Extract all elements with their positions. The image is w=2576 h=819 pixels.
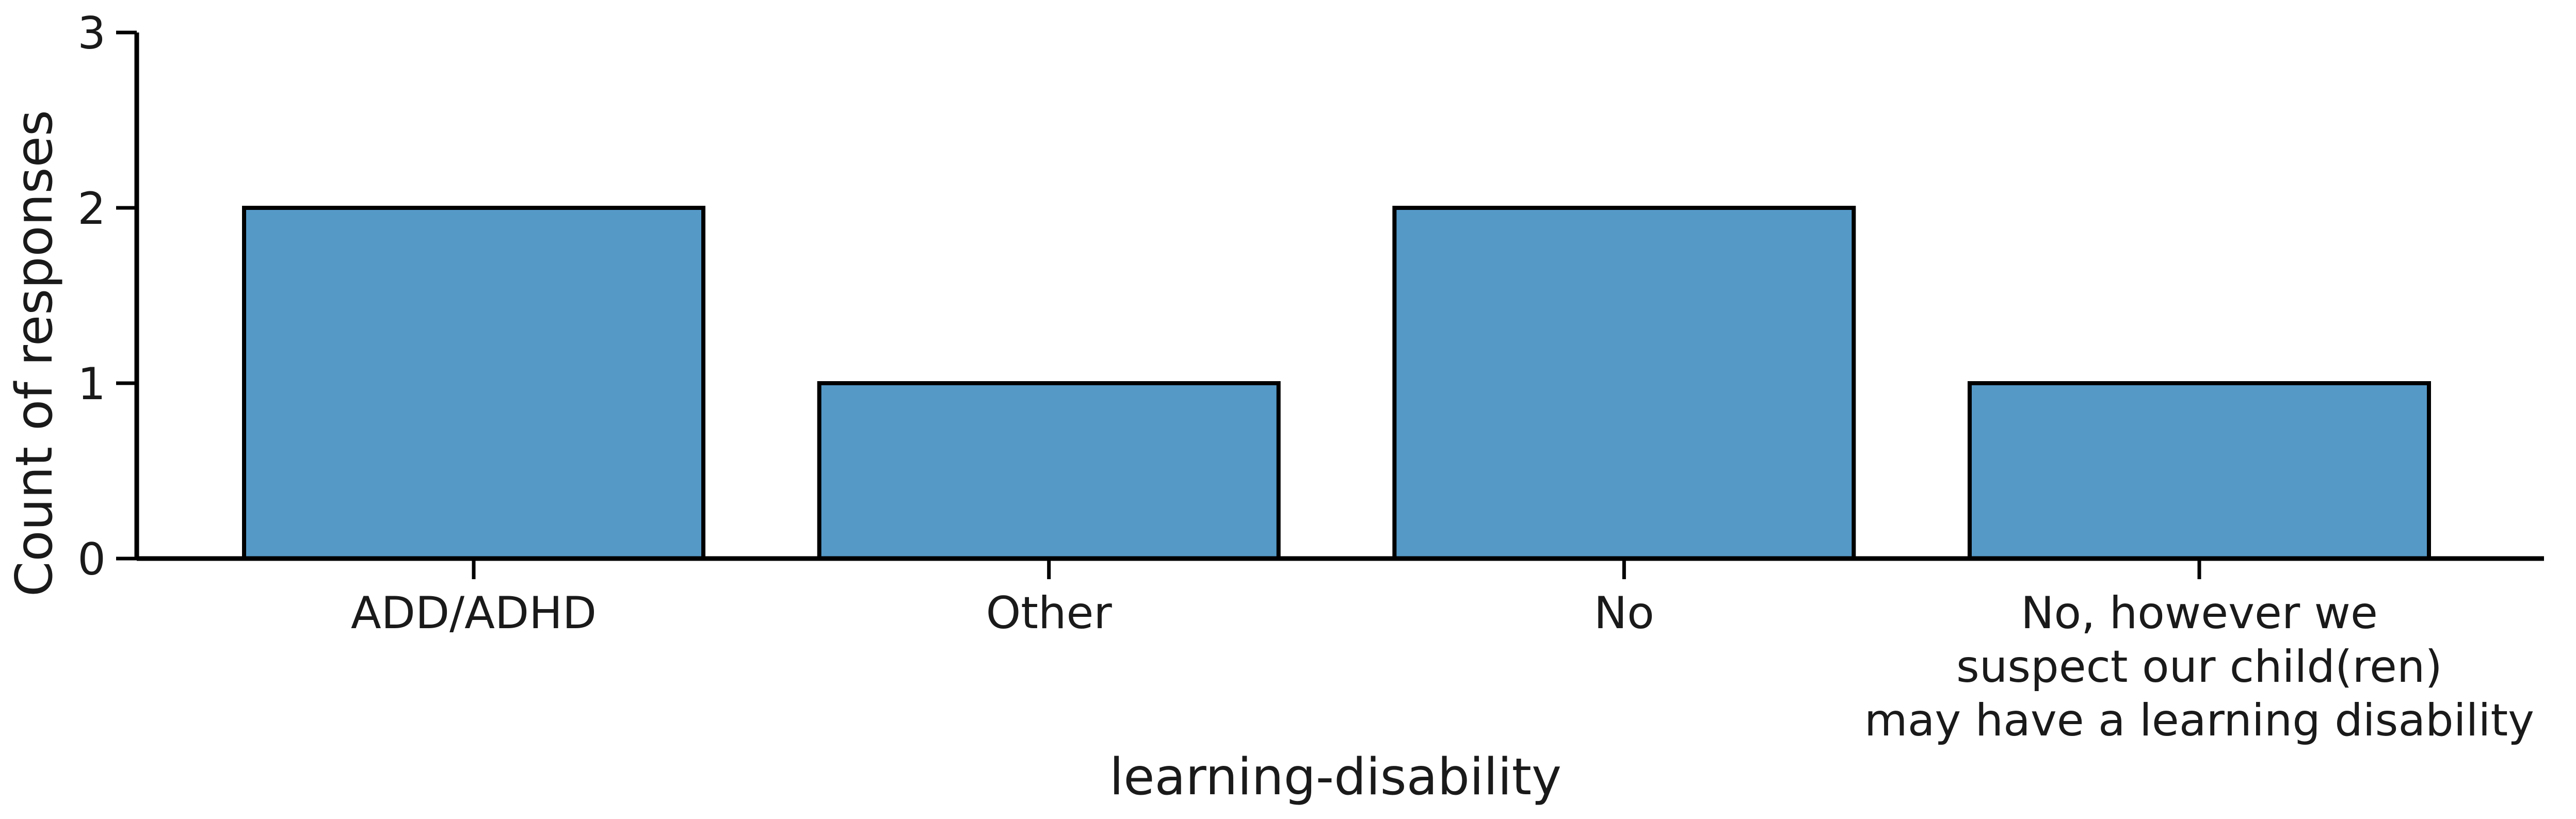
x-axis-title: learning-disability [1109, 748, 1561, 807]
bar-2 [1392, 206, 1856, 561]
bar-1 [817, 381, 1281, 561]
y-tick-label: 2 [77, 183, 106, 235]
x-axis: ADD/ADHD Other No No, however we suspect our… [137, 556, 2544, 746]
y-tick-label: 3 [77, 8, 106, 59]
x-tick-label: No [1594, 587, 1654, 639]
x-tick-label: Other [986, 587, 1113, 639]
y-tick-label: 1 [77, 358, 106, 410]
y-axis-title: Count of responses [5, 110, 64, 597]
y-axis: 0 1 2 3 [77, 8, 139, 585]
bars-group [242, 206, 2431, 561]
x-tick-label: ADD/ADHD [351, 587, 597, 639]
bar-3 [1968, 381, 2431, 561]
y-tick-label: 0 [77, 534, 106, 585]
x-tick-label: No, however we suspect our child(ren) may … [1864, 587, 2534, 746]
bar-0 [242, 206, 705, 561]
